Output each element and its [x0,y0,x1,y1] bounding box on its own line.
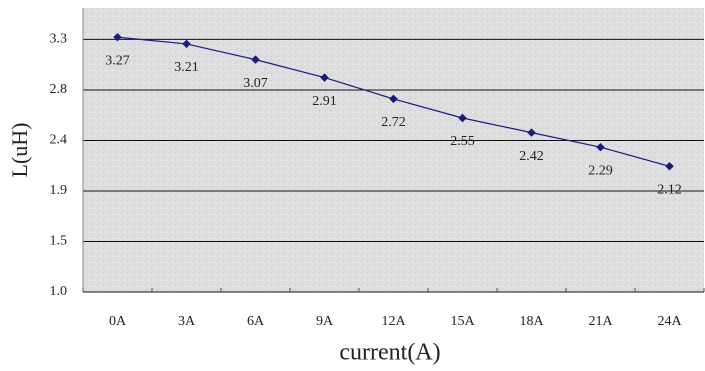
data-label: 3.21 [174,60,199,75]
y-tick-label: 2.4 [50,133,68,148]
x-tick-label: 21A [588,314,613,329]
data-label: 2.12 [657,182,682,197]
y-tick-label: 1.5 [50,234,68,249]
x-tick-label: 9A [316,314,334,329]
data-label: 2.29 [588,163,613,178]
x-tick-label: 3A [178,314,196,329]
x-tick-label: 18A [519,314,544,329]
data-label: 2.42 [519,149,544,164]
data-label: 3.07 [243,76,268,91]
y-tick-label: 1.0 [50,284,68,299]
data-label: 3.27 [105,53,130,68]
point [458,113,467,123]
x-axis-label: current(A) [339,340,440,366]
x-tick-label: 6A [247,314,265,329]
data-label: 2.91 [312,94,337,109]
data-label: 2.72 [381,115,406,130]
x-tick-label: 15A [450,314,475,329]
x-tick-label: 0A [109,314,127,329]
y-tick-label: 1.9 [50,183,68,198]
y-axis-label: L(uH) [7,123,32,178]
point [182,39,191,49]
data-label: 2.55 [450,134,475,149]
x-tick-label: 12A [381,314,406,329]
point [389,94,398,104]
x-tick-label: 24A [657,314,682,329]
point [251,55,260,64]
y-tick-label: 2.8 [50,82,68,97]
y-tick-label: 3.3 [50,32,68,47]
point [113,32,122,42]
point [320,73,329,82]
